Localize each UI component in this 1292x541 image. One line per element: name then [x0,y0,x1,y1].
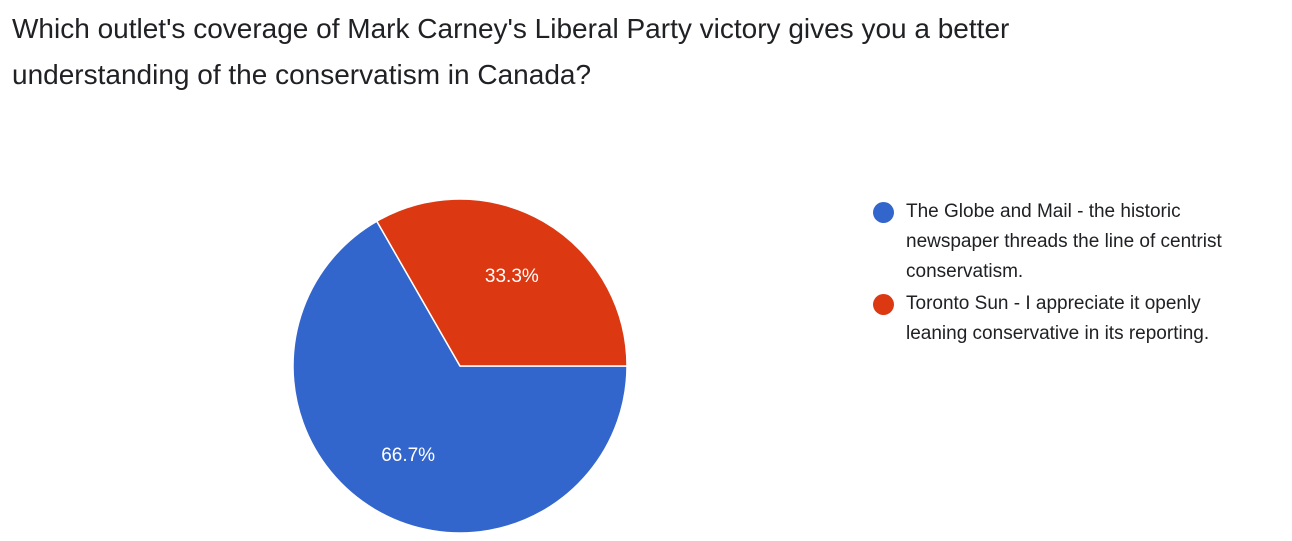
legend-item-1[interactable]: The Globe and Mail - the historic newspap… [872,197,1282,287]
question-title-line-2: understanding of the conservatism in Can… [12,59,592,90]
question-title-line-1: Which outlet's coverage of Mark Carney's… [12,13,1010,44]
legend-item-1-text-line-3: conservatism. [906,261,1024,282]
pie-slice-1[interactable] [292,220,628,534]
legend-swatch-2 [873,294,894,315]
legend-item-2[interactable]: Toronto Sun - I appreciate it openly lean… [872,289,1282,349]
legend-item-2-text-line-1: Toronto Sun - I appreciate it openly [906,293,1201,314]
legend-item-1-text-line-1: The Globe and Mail - the historic [906,201,1181,222]
chart-legend: The Globe and Mail - the historic newspap… [872,197,1282,351]
legend-item-2-text-line-2: leaning conservative in its reporting. [906,323,1210,344]
question-title: Which outlet's coverage of Mark Carney's… [12,6,1252,98]
pie-slice-2[interactable] [376,198,628,367]
legend-swatch-1 [873,202,894,223]
legend-item-1-text-line-2: newspaper threads the line of centrist [906,231,1222,252]
pie-slice-1-label: 66.7% [381,445,435,466]
pie-slice-2-label: 33.3% [485,266,539,287]
